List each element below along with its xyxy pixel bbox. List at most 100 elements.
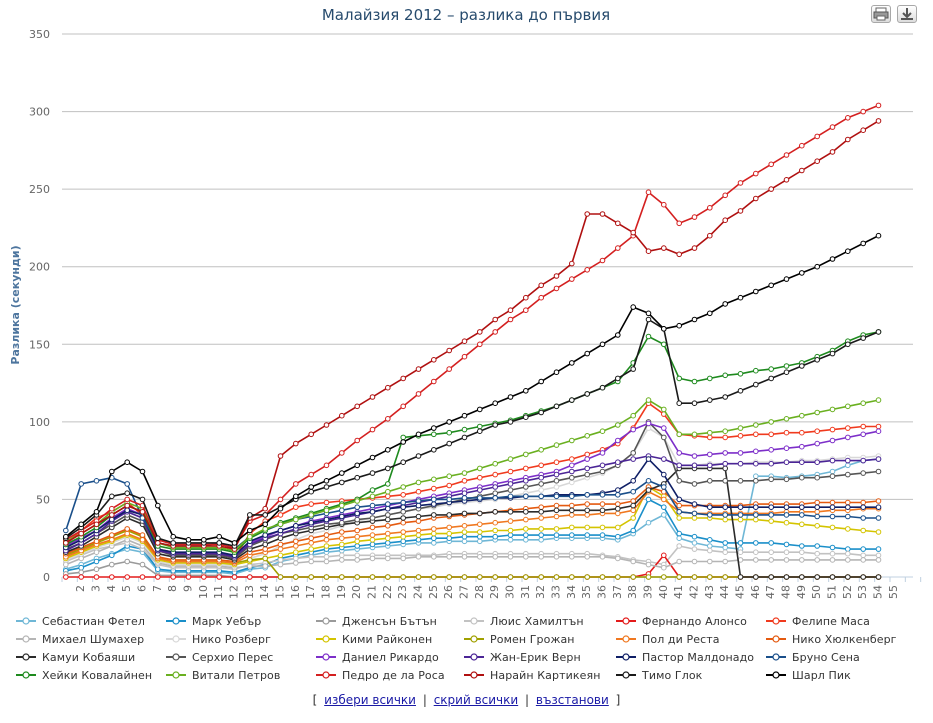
data-point[interactable] — [615, 510, 621, 517]
data-point[interactable] — [415, 554, 422, 560]
data-point[interactable] — [615, 487, 621, 493]
data-point[interactable] — [492, 554, 499, 560]
data-point[interactable] — [676, 431, 683, 438]
data-point[interactable] — [584, 492, 591, 498]
data-point[interactable] — [400, 555, 407, 562]
data-point[interactable] — [799, 167, 805, 174]
data-point[interactable] — [369, 515, 376, 521]
data-point[interactable] — [354, 504, 361, 511]
data-point[interactable] — [645, 316, 652, 323]
data-point[interactable] — [569, 524, 575, 531]
data-point[interactable] — [691, 501, 698, 507]
data-point[interactable] — [737, 180, 744, 186]
data-point[interactable] — [645, 561, 652, 568]
data-point[interactable] — [722, 450, 729, 456]
data-point[interactable] — [139, 561, 146, 568]
select-all-link[interactable]: избери всички — [324, 693, 416, 707]
data-point[interactable] — [645, 420, 652, 427]
data-point[interactable] — [707, 310, 713, 317]
data-point[interactable] — [768, 460, 775, 467]
data-point[interactable] — [354, 498, 361, 504]
data-point[interactable] — [431, 574, 437, 580]
data-point[interactable] — [569, 493, 575, 500]
data-point[interactable] — [492, 574, 499, 580]
data-point[interactable] — [109, 516, 115, 523]
data-point[interactable] — [875, 118, 882, 124]
data-point[interactable] — [707, 434, 713, 441]
data-point[interactable] — [446, 347, 453, 354]
data-point[interactable] — [676, 509, 683, 515]
data-point[interactable] — [308, 558, 315, 565]
data-point[interactable] — [799, 543, 805, 549]
data-point[interactable] — [139, 468, 146, 475]
data-point[interactable] — [124, 574, 130, 580]
data-point[interactable] — [615, 245, 621, 251]
data-point[interactable] — [385, 416, 391, 422]
data-point[interactable] — [262, 555, 269, 562]
data-point[interactable] — [385, 481, 391, 487]
legend-item[interactable]: Кими Райконен — [316, 630, 432, 648]
data-point[interactable] — [722, 544, 729, 551]
data-point[interactable] — [875, 329, 882, 335]
data-point[interactable] — [768, 186, 775, 192]
data-point[interactable] — [369, 532, 376, 538]
data-point[interactable] — [538, 378, 545, 385]
data-point[interactable] — [722, 516, 729, 523]
data-point[interactable] — [829, 557, 836, 563]
data-point[interactable] — [845, 471, 851, 478]
data-point[interactable] — [661, 406, 667, 413]
data-point[interactable] — [461, 523, 468, 529]
data-point[interactable] — [860, 127, 867, 133]
data-point[interactable] — [431, 431, 437, 438]
data-point[interactable] — [277, 527, 284, 534]
data-point[interactable] — [615, 332, 621, 338]
data-point[interactable] — [584, 391, 591, 397]
data-point[interactable] — [676, 462, 683, 469]
data-point[interactable] — [753, 557, 759, 563]
data-point[interactable] — [431, 554, 437, 560]
data-point[interactable] — [461, 529, 468, 535]
data-point[interactable] — [799, 521, 805, 528]
data-point[interactable] — [875, 557, 882, 563]
data-point[interactable] — [860, 499, 867, 506]
data-point[interactable] — [768, 504, 775, 511]
data-point[interactable] — [277, 535, 284, 542]
data-point[interactable] — [124, 530, 130, 537]
legend-item[interactable]: Хейки Ковалайнен — [16, 666, 152, 684]
data-point[interactable] — [799, 474, 805, 481]
data-point[interactable] — [492, 490, 499, 497]
data-point[interactable] — [461, 538, 468, 545]
data-point[interactable] — [308, 574, 315, 580]
data-point[interactable] — [369, 541, 376, 548]
data-point[interactable] — [584, 532, 591, 538]
data-point[interactable] — [323, 484, 330, 490]
data-point[interactable] — [431, 540, 437, 546]
data-point[interactable] — [737, 208, 744, 214]
data-point[interactable] — [584, 456, 591, 462]
data-point[interactable] — [431, 425, 437, 431]
data-point[interactable] — [78, 530, 84, 537]
series-20[interactable] — [63, 102, 882, 551]
data-point[interactable] — [354, 574, 361, 580]
data-point[interactable] — [722, 558, 729, 565]
data-point[interactable] — [875, 428, 882, 435]
data-point[interactable] — [216, 574, 222, 580]
data-point[interactable] — [155, 574, 161, 580]
data-point[interactable] — [783, 429, 790, 436]
data-point[interactable] — [661, 564, 667, 571]
data-point[interactable] — [845, 499, 851, 506]
data-point[interactable] — [323, 507, 330, 514]
data-point[interactable] — [645, 397, 652, 403]
data-point[interactable] — [875, 574, 882, 580]
data-point[interactable] — [507, 554, 514, 560]
data-point[interactable] — [369, 493, 376, 500]
data-point[interactable] — [277, 546, 284, 552]
data-point[interactable] — [431, 496, 437, 503]
data-point[interactable] — [630, 558, 637, 565]
data-point[interactable] — [201, 537, 207, 543]
data-point[interactable] — [415, 391, 422, 397]
data-point[interactable] — [814, 499, 821, 506]
data-point[interactable] — [691, 316, 698, 323]
data-point[interactable] — [875, 468, 882, 475]
legend-item[interactable]: Ромен Грожан — [464, 630, 575, 648]
